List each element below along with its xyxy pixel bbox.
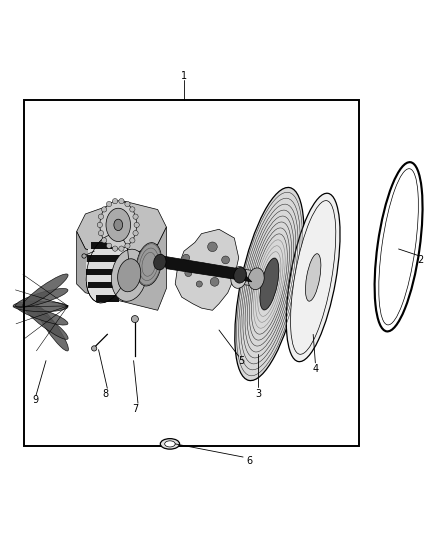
Circle shape <box>200 263 207 270</box>
Ellipse shape <box>100 201 137 249</box>
Ellipse shape <box>248 268 264 289</box>
Ellipse shape <box>154 254 166 270</box>
Circle shape <box>119 246 124 251</box>
Circle shape <box>97 222 102 228</box>
Bar <box>86 269 129 275</box>
Ellipse shape <box>106 208 131 241</box>
Bar <box>91 288 124 295</box>
Ellipse shape <box>24 305 68 340</box>
Bar <box>86 262 129 269</box>
Circle shape <box>99 230 104 236</box>
Bar <box>91 242 124 248</box>
Circle shape <box>125 201 130 207</box>
Circle shape <box>106 243 112 248</box>
Bar <box>87 255 128 262</box>
Ellipse shape <box>15 288 68 308</box>
Ellipse shape <box>234 268 246 283</box>
Circle shape <box>196 281 202 287</box>
Ellipse shape <box>160 439 180 449</box>
Text: 8: 8 <box>102 389 108 399</box>
Ellipse shape <box>231 266 247 288</box>
Ellipse shape <box>111 249 147 301</box>
Polygon shape <box>77 201 166 258</box>
Ellipse shape <box>290 200 336 354</box>
Text: 3: 3 <box>255 389 261 399</box>
Circle shape <box>133 230 138 236</box>
Circle shape <box>106 201 112 207</box>
Circle shape <box>119 198 124 204</box>
Text: 2: 2 <box>417 255 424 265</box>
Text: 1: 1 <box>181 71 187 81</box>
Ellipse shape <box>286 193 340 362</box>
Bar <box>96 295 119 302</box>
Circle shape <box>99 214 104 219</box>
Polygon shape <box>160 255 252 282</box>
Circle shape <box>102 238 107 243</box>
Bar <box>24 100 359 446</box>
Circle shape <box>131 316 138 322</box>
Circle shape <box>125 243 130 248</box>
Circle shape <box>113 198 118 204</box>
Polygon shape <box>77 231 123 302</box>
Circle shape <box>92 346 97 351</box>
Circle shape <box>82 254 86 258</box>
Ellipse shape <box>235 188 304 381</box>
Polygon shape <box>175 229 239 310</box>
Ellipse shape <box>305 254 321 301</box>
Ellipse shape <box>114 219 123 231</box>
Circle shape <box>210 278 219 286</box>
Bar <box>88 248 126 255</box>
Ellipse shape <box>23 274 68 306</box>
Circle shape <box>208 242 217 252</box>
Circle shape <box>130 238 135 243</box>
Text: 7: 7 <box>133 404 139 414</box>
Ellipse shape <box>136 243 162 286</box>
Ellipse shape <box>16 305 68 325</box>
Text: 4: 4 <box>312 365 318 374</box>
Ellipse shape <box>86 235 128 303</box>
Circle shape <box>102 207 107 212</box>
Polygon shape <box>123 227 166 310</box>
Circle shape <box>183 254 190 261</box>
Circle shape <box>222 256 230 264</box>
Circle shape <box>185 270 192 277</box>
Polygon shape <box>239 269 256 286</box>
Bar <box>88 282 127 288</box>
Ellipse shape <box>13 301 68 312</box>
Circle shape <box>113 246 118 251</box>
Ellipse shape <box>36 306 68 351</box>
Circle shape <box>133 214 138 219</box>
Text: 5: 5 <box>238 356 244 366</box>
Circle shape <box>130 207 135 212</box>
Circle shape <box>134 222 139 228</box>
Text: 6: 6 <box>247 456 253 466</box>
Bar <box>86 275 128 282</box>
Ellipse shape <box>165 441 175 447</box>
Ellipse shape <box>118 259 141 292</box>
Text: 9: 9 <box>32 395 38 405</box>
Ellipse shape <box>260 259 279 310</box>
